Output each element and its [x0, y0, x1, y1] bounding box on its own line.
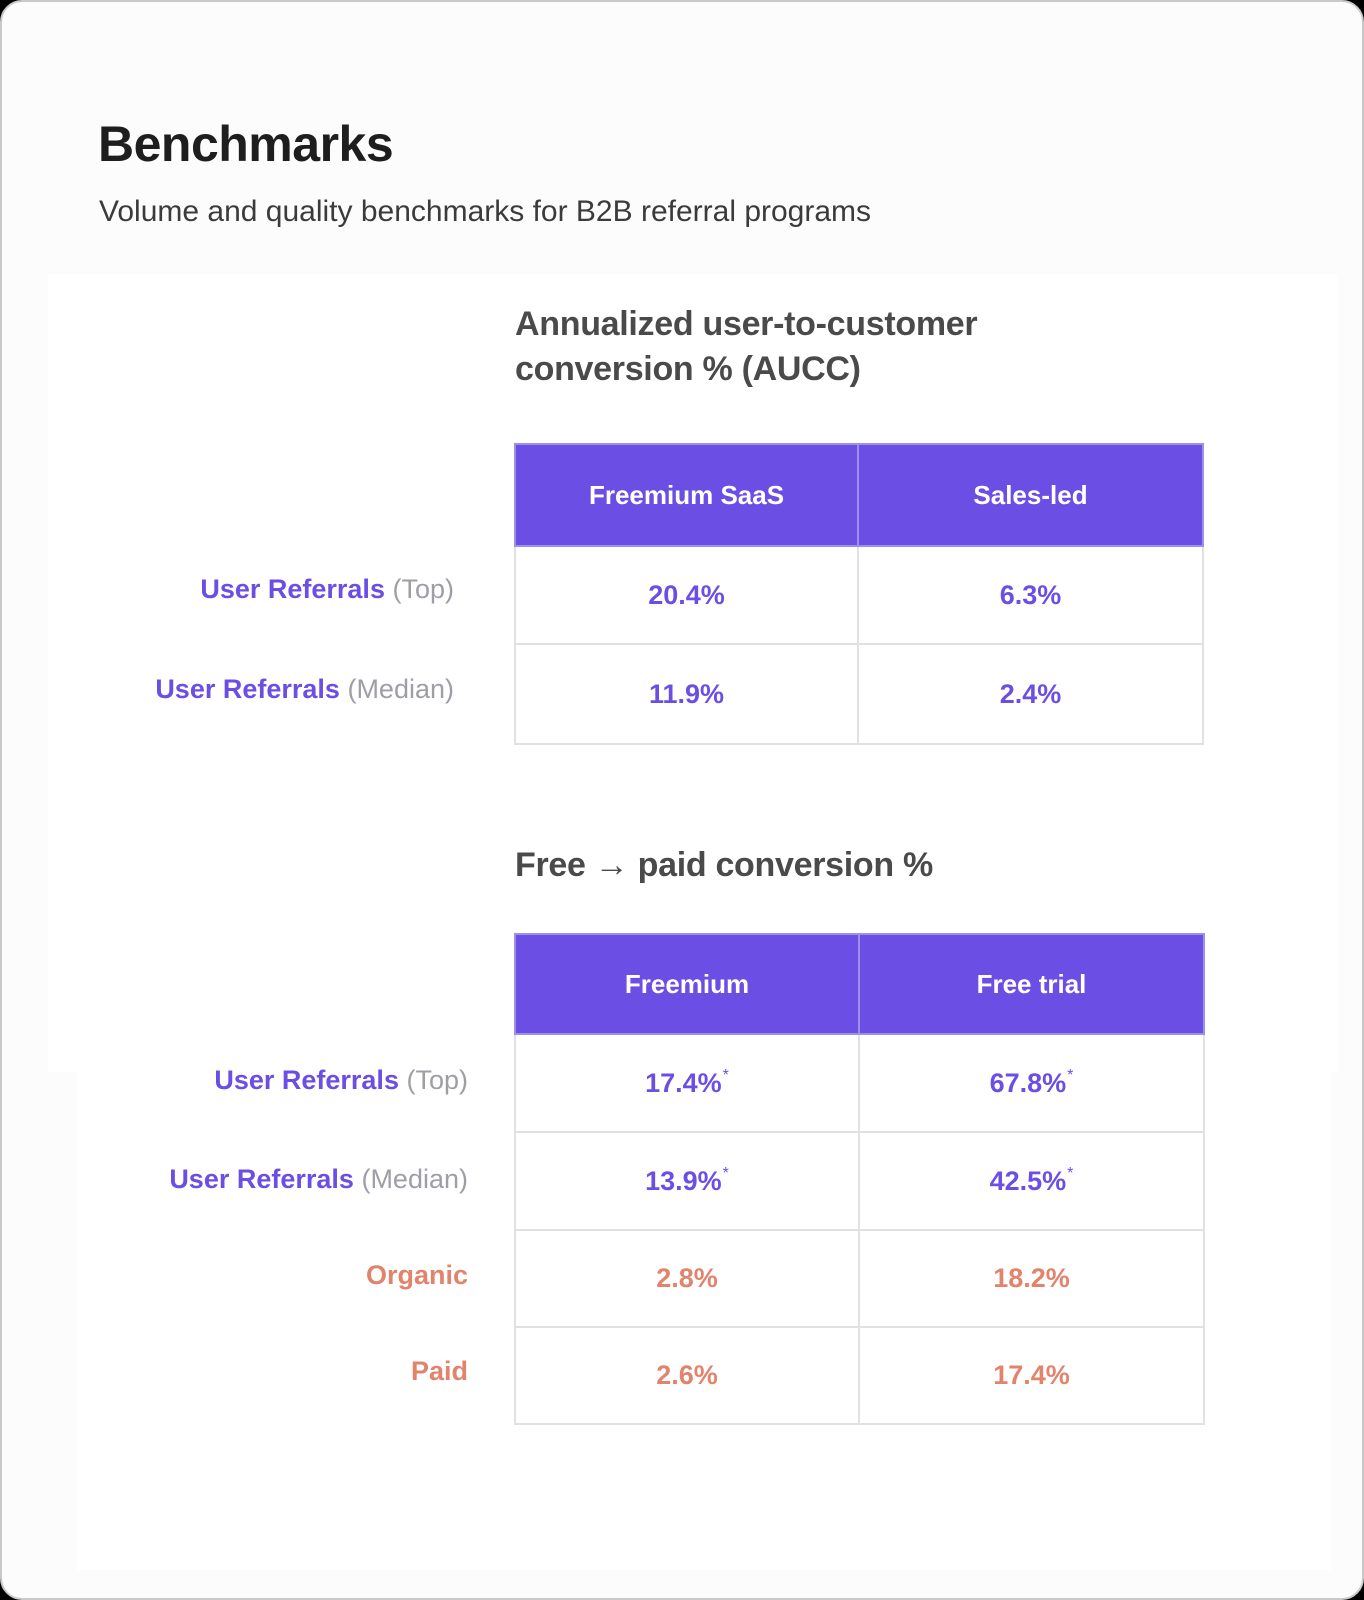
free-paid-table: Freemium Free trial 17.4%* 67.8%* 13.9%*…	[514, 933, 1205, 1425]
row-label-main: User Referrals	[200, 574, 385, 604]
fp-median-free-trial-cell: 42.5%*	[858, 1131, 1205, 1231]
row-label-qualifier: (Median)	[347, 674, 454, 704]
aucc-heading-line2: conversion % (AUCC)	[515, 350, 861, 388]
fp-organic-freemium-value: 2.8%	[514, 1229, 860, 1328]
fp-median-freemium-value: 13.9%	[645, 1166, 722, 1196]
footnote-asterisk: *	[722, 1165, 729, 1182]
column-header-freemium-saas: Freemium SaaS	[514, 443, 859, 547]
fp-paid-freemium-value: 2.6%	[514, 1326, 860, 1425]
table-header-row: Freemium Free trial	[514, 933, 1205, 1035]
table-row: 20.4% 6.3%	[514, 545, 1204, 645]
aucc-median-sales-led-value: 2.4%	[857, 643, 1204, 745]
page-title: Benchmarks	[98, 116, 394, 172]
row-label-qualifier: (Median)	[361, 1164, 468, 1194]
aucc-top-freemium-value: 20.4%	[514, 545, 859, 645]
column-header-freemium: Freemium	[514, 933, 860, 1035]
fp-paid-free-trial-value: 17.4%	[858, 1326, 1205, 1425]
table-row: 2.6% 17.4%	[514, 1326, 1205, 1425]
row-label-main: Paid	[410, 1356, 468, 1386]
aucc-heading: Annualized user-to-customer conversion %…	[515, 302, 978, 392]
table-row: 11.9% 2.4%	[514, 643, 1204, 745]
row-label-main: User Referrals	[214, 1065, 399, 1095]
fp-top-freemium-cell: 17.4%*	[514, 1033, 860, 1133]
fp-median-freemium-cell: 13.9%*	[514, 1131, 860, 1231]
footnote-asterisk: *	[1067, 1165, 1074, 1182]
fp-row-label-median: User Referrals (Median)	[169, 1162, 468, 1196]
fp-row-label-organic: Organic	[366, 1258, 468, 1292]
footnote-asterisk: *	[1067, 1067, 1074, 1084]
aucc-top-sales-led-value: 6.3%	[857, 545, 1204, 645]
fp-organic-free-trial-value: 18.2%	[858, 1229, 1205, 1328]
fp-row-label-paid: Paid	[411, 1354, 468, 1388]
row-label-qualifier: (Top)	[406, 1065, 468, 1095]
table-row: 13.9%* 42.5%*	[514, 1131, 1205, 1231]
fp-top-free-trial-value: 67.8%	[989, 1068, 1067, 1098]
aucc-median-freemium-value: 11.9%	[514, 643, 859, 745]
fp-top-free-trial-cell: 67.8%*	[858, 1033, 1205, 1133]
footnote-asterisk: *	[722, 1067, 729, 1084]
row-label-main: Organic	[365, 1260, 468, 1290]
table-row: 2.8% 18.2%	[514, 1229, 1205, 1328]
table-row: 17.4%* 67.8%*	[514, 1033, 1205, 1133]
aucc-row-label-top: User Referrals (Top)	[200, 572, 454, 606]
column-header-sales-led: Sales-led	[857, 443, 1204, 547]
column-header-free-trial: Free trial	[858, 933, 1205, 1035]
table-header-row: Freemium SaaS Sales-led	[514, 443, 1204, 547]
fp-row-label-top: User Referrals (Top)	[214, 1063, 468, 1097]
aucc-table: Freemium SaaS Sales-led 20.4% 6.3% 11.9%…	[514, 443, 1204, 745]
aucc-heading-line1: Annualized user-to-customer	[515, 305, 978, 343]
fp-median-free-trial-value: 42.5%	[989, 1166, 1067, 1196]
page-subtitle: Volume and quality benchmarks for B2B re…	[99, 195, 872, 228]
fp-top-freemium-value: 17.4%	[645, 1068, 722, 1098]
row-label-main: User Referrals	[155, 674, 340, 704]
row-label-qualifier: (Top)	[392, 574, 454, 604]
aucc-row-label-median: User Referrals (Median)	[155, 672, 454, 706]
free-paid-heading: Free → paid conversion %	[515, 846, 933, 884]
row-label-main: User Referrals	[169, 1164, 354, 1194]
